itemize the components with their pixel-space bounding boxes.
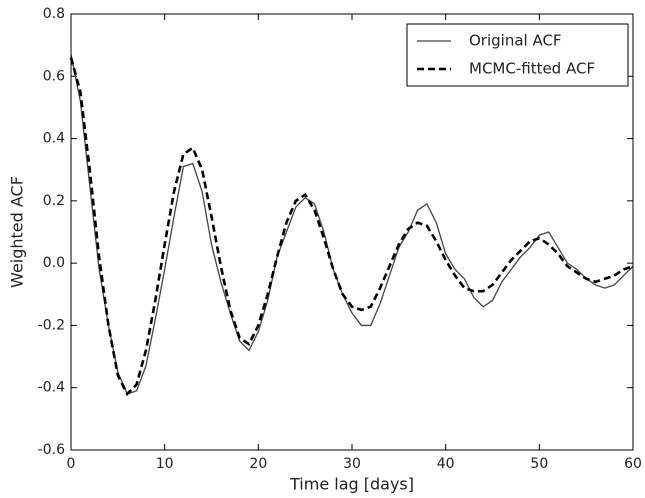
y-tick-label: 0.2: [43, 193, 65, 209]
y-tick-label: 0.8: [43, 6, 65, 22]
legend-label: MCMC-fitted ACF: [469, 60, 595, 78]
y-tick-label: -0.6: [38, 442, 65, 458]
x-tick-label: 10: [156, 456, 174, 472]
x-tick-label: 20: [249, 456, 267, 472]
y-tick-label: -0.2: [38, 317, 65, 333]
series-line: [70, 54, 634, 395]
y-axis-label: Weighted ACF: [8, 176, 27, 288]
x-tick-label: 30: [343, 456, 361, 472]
x-axis-label: Time lag [days]: [289, 475, 414, 494]
plot-frame: [70, 13, 634, 451]
x-tick-label: 0: [67, 456, 76, 472]
x-tick-label: 60: [624, 456, 642, 472]
y-tick-label: 0.6: [43, 68, 65, 84]
series-line: [69, 57, 634, 397]
x-tick-label: 40: [437, 456, 455, 472]
y-tick-label: 0.0: [43, 255, 65, 271]
legend-label: Original ACF: [469, 32, 562, 50]
y-tick-label: -0.4: [38, 380, 65, 396]
y-tick-label: 0.4: [43, 131, 65, 147]
x-tick-label: 50: [530, 456, 548, 472]
legend-box: [406, 23, 629, 87]
